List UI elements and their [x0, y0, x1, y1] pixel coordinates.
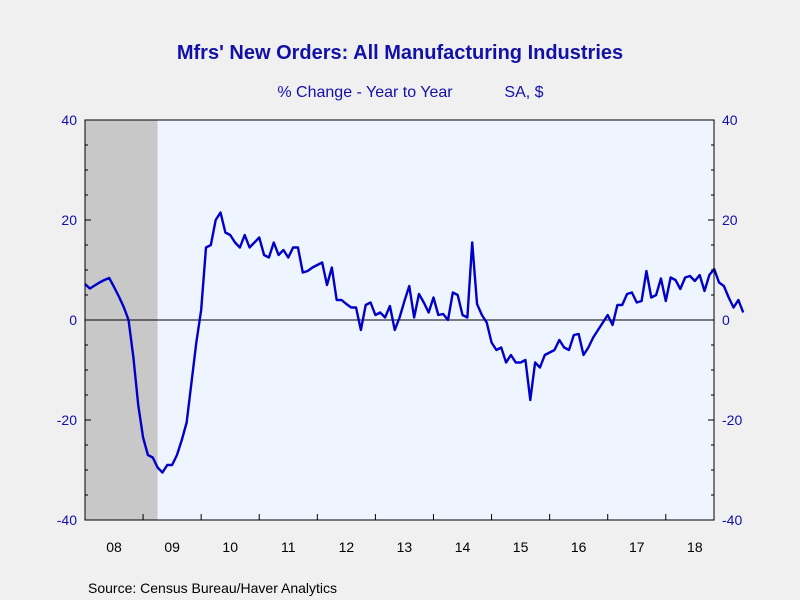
series-line — [84, 211, 745, 474]
x-tick-label: 18 — [687, 539, 703, 555]
chart-subtitle-units: SA, $ — [504, 84, 543, 101]
y-tick-right-label: 0 — [722, 312, 730, 328]
y-tick-left-label: 40 — [61, 112, 77, 128]
x-tick-label: 16 — [571, 539, 587, 555]
chart-title: Mfrs' New Orders: All Manufacturing Indu… — [177, 42, 623, 64]
x-tick-label: 17 — [629, 539, 645, 555]
y-tick-left-label: -40 — [57, 512, 77, 528]
y-tick-right-label: 40 — [722, 112, 738, 128]
x-tick-label: 10 — [222, 539, 238, 555]
x-axis: 08 09 10 11 12 13 14 15 16 17 18 — [84, 514, 703, 555]
y-tick-right-label: -40 — [722, 512, 742, 528]
x-tick-label: 12 — [339, 539, 355, 555]
y-tick-right-label: 20 — [722, 212, 738, 228]
y-tick-left-label: -20 — [57, 412, 77, 428]
source-note: Source: Census Bureau/Haver Analytics — [88, 580, 337, 596]
x-tick-label: 15 — [513, 539, 529, 555]
x-tick-label: 13 — [397, 539, 413, 555]
x-tick-label: 14 — [455, 539, 471, 555]
x-tick-label: 09 — [164, 539, 180, 555]
y-axis-right: -40 -20 0 20 40 — [708, 112, 742, 528]
y-tick-left-label: 20 — [61, 212, 77, 228]
y-axis-left: -40 -20 0 20 40 — [57, 112, 91, 528]
y-tick-right-label: -20 — [722, 412, 742, 428]
chart-subtitle: % Change - Year to Year — [277, 84, 453, 101]
y-tick-left-label: 0 — [69, 312, 77, 328]
x-tick-label: 08 — [106, 539, 122, 555]
x-tick-label: 11 — [281, 539, 296, 555]
